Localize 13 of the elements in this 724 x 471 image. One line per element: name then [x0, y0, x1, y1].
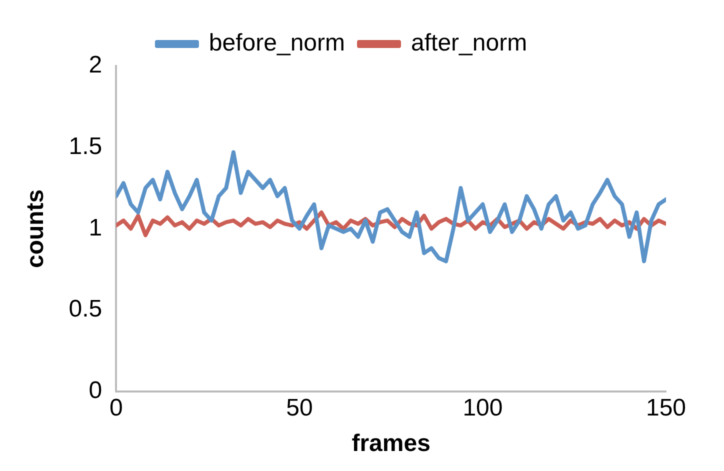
x-tick-label: 100 — [462, 394, 503, 422]
y-tick-label: 1 — [88, 214, 102, 242]
x-tick-label: 50 — [286, 394, 313, 422]
x-tick-label: 0 — [109, 394, 123, 422]
y-tick-label: 1.5 — [68, 132, 102, 160]
legend-label: before_norm — [208, 30, 346, 57]
legend-label: after_norm — [411, 30, 528, 57]
x-axis-title: frames — [352, 430, 430, 458]
x-tick-label: 150 — [646, 394, 686, 422]
y-axis-title: counts — [22, 189, 50, 268]
y-tick-label: 2 — [88, 52, 102, 79]
y-tick-label: 0.5 — [68, 296, 102, 323]
y-tick-label: 0 — [88, 377, 102, 404]
